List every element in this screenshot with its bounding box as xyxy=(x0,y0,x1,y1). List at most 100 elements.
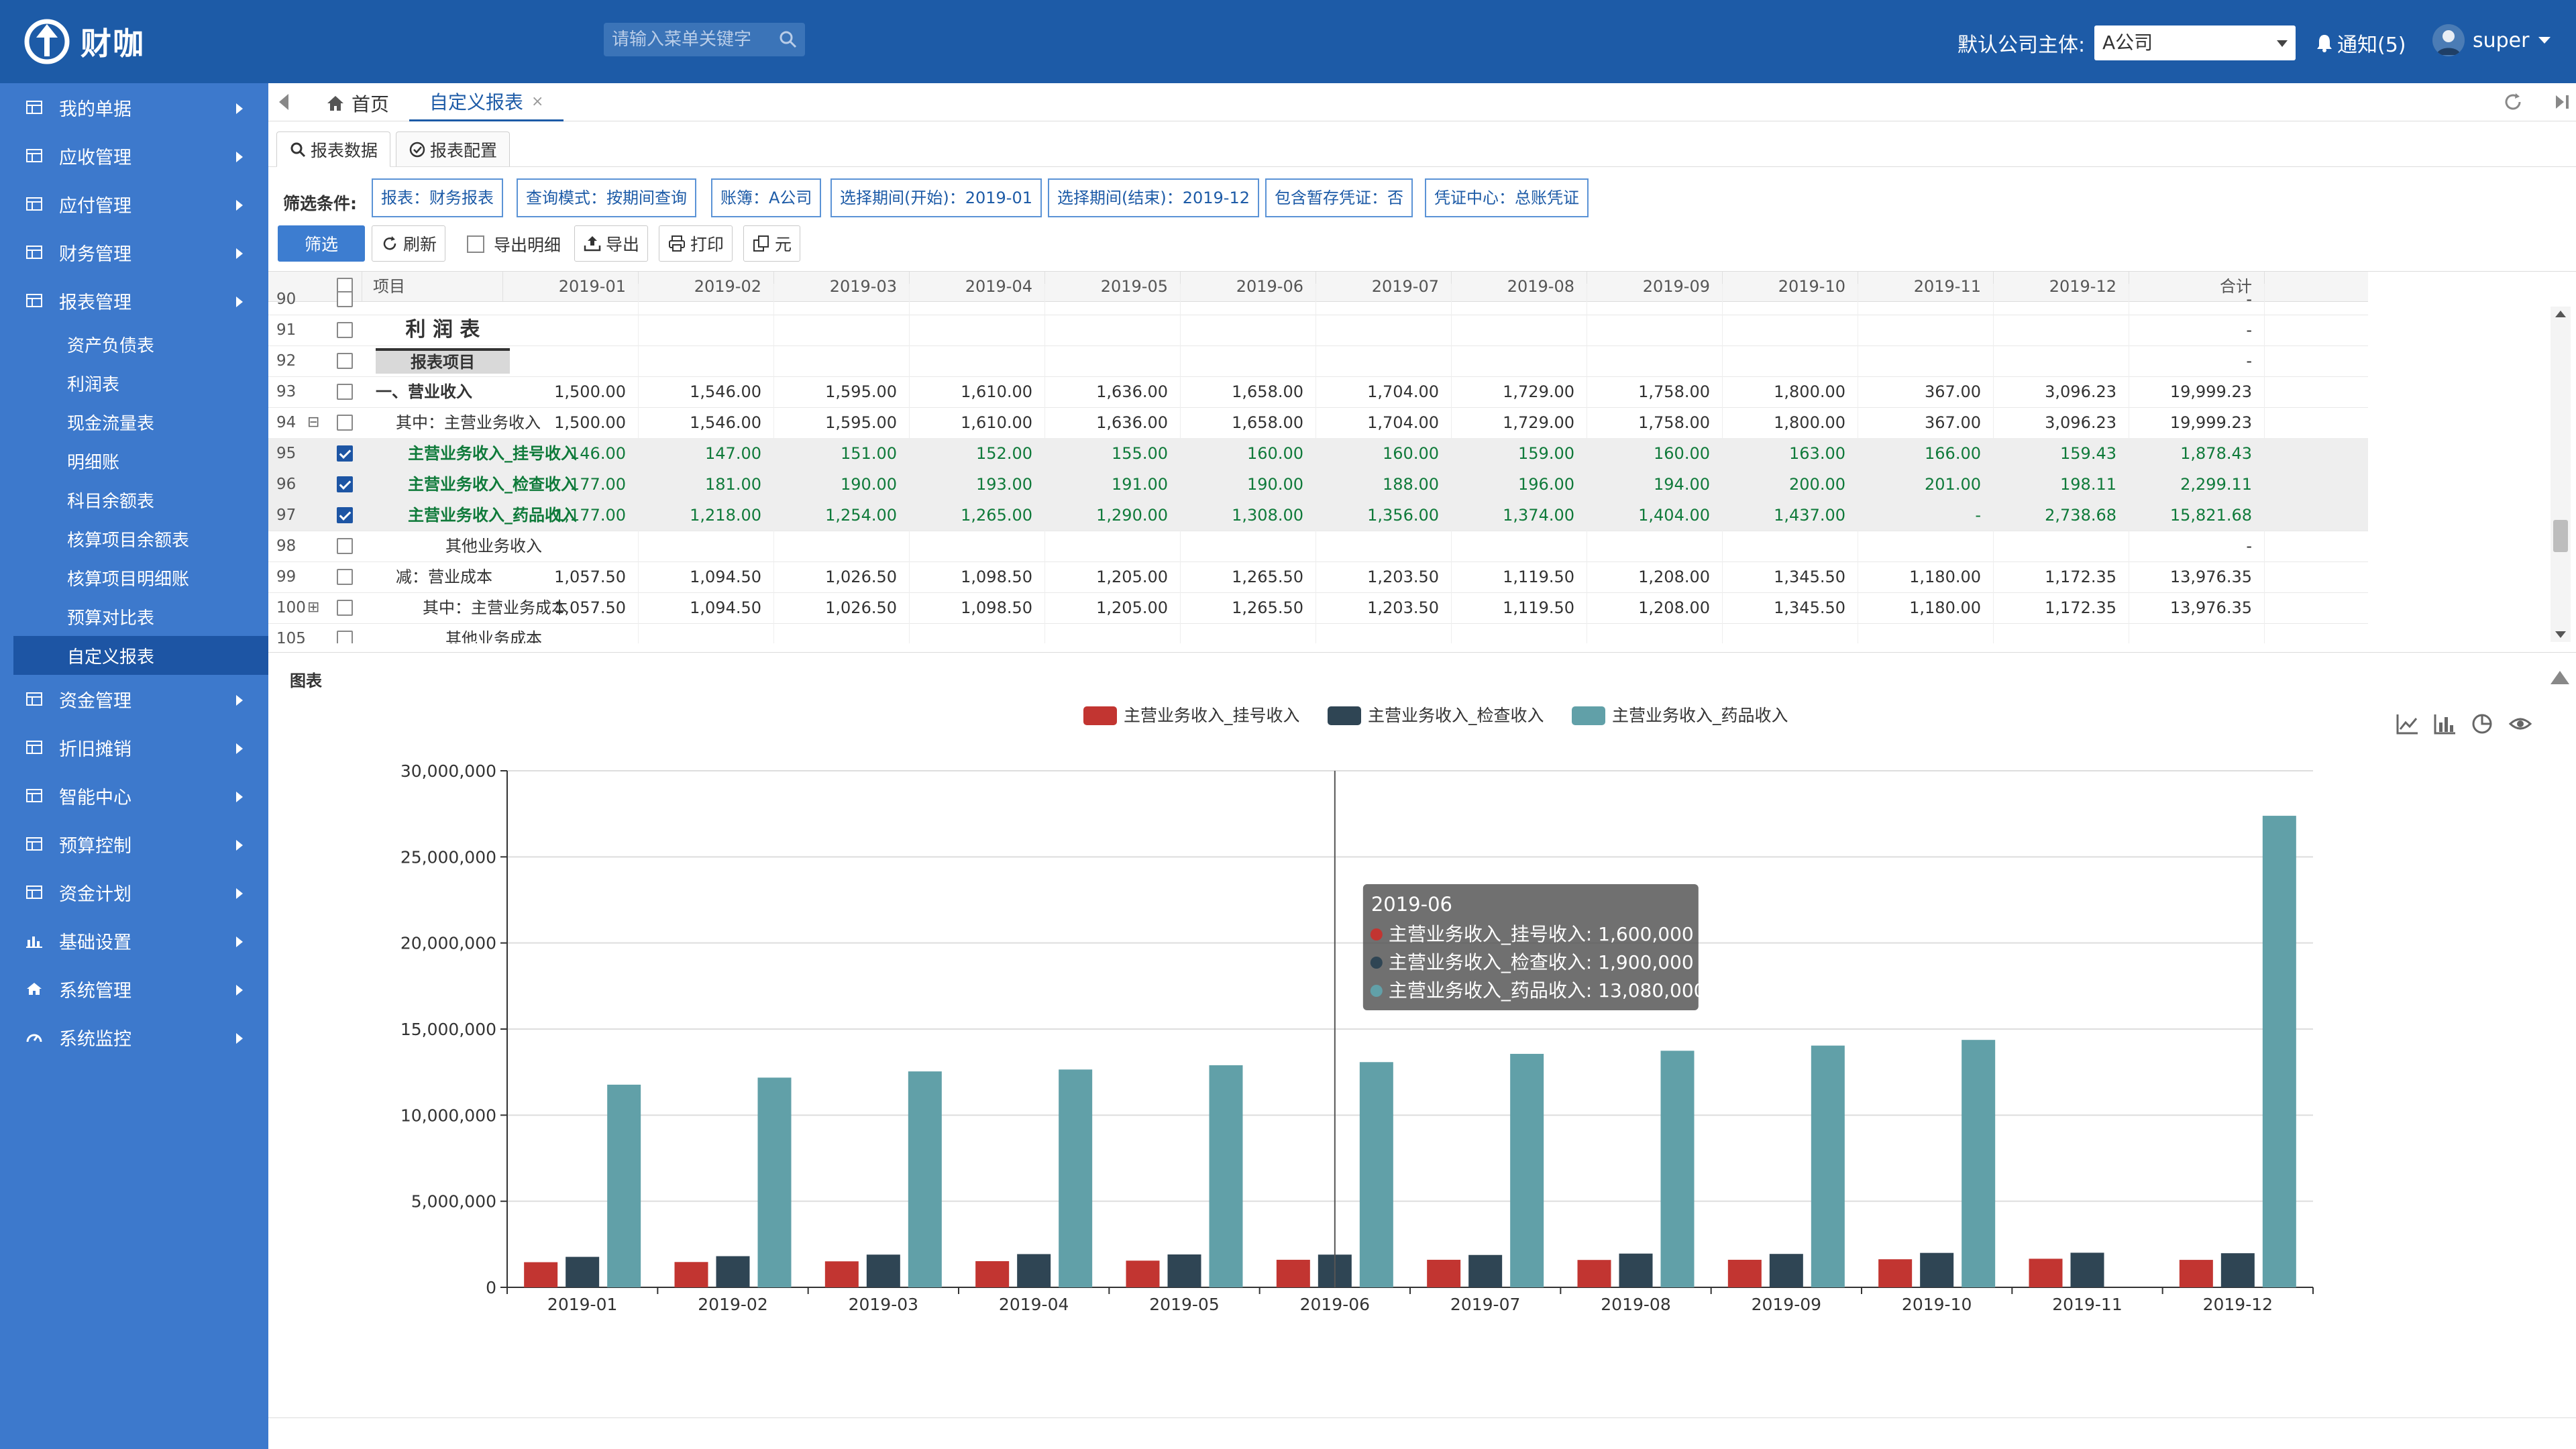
grid-scrollbar[interactable] xyxy=(2551,307,2571,642)
filter-chip-draft-vouchers[interactable]: 包含暂存凭证：否 xyxy=(1265,178,1413,217)
row-checkbox[interactable] xyxy=(337,507,353,523)
row-checkbox[interactable] xyxy=(337,569,353,585)
table-row[interactable]: 96 主营业务收入_检查收入 177.00 181.00 190.00 193.00 191… xyxy=(268,469,2368,500)
row-checkbox[interactable] xyxy=(337,322,353,338)
row-checkbox[interactable] xyxy=(337,353,353,369)
grid-header-period[interactable]: 2019-03 xyxy=(774,272,910,301)
table-row[interactable]: 97 主营业务收入_药品收入 1,177.00 1,218.00 1,254.00 1,2… xyxy=(268,500,2368,531)
table-cell xyxy=(1316,531,1452,561)
row-checkbox[interactable] xyxy=(337,445,353,462)
bar-chart: 0 5,000,000 10,000,000 15,000,000 20,000,000… xyxy=(400,706,2532,1314)
sidebar-item-smart-center[interactable]: 智能中心 xyxy=(0,771,268,820)
scroll-down-icon[interactable] xyxy=(2555,631,2566,638)
table-row[interactable]: 94 ⊟ 其中：主营业务收入 1,500.00 1,546.00 1,595.00 1,61… xyxy=(268,407,2368,439)
sidebar-item-budget-control[interactable]: 预算控制 xyxy=(0,820,268,868)
table-cell: 163.00 xyxy=(1723,438,1858,469)
sidebar-item-funds[interactable]: 资金管理 xyxy=(0,675,268,723)
table-cell: 2,738.68 xyxy=(1994,500,2129,531)
sidebar-item-basic-settings[interactable]: 基础设置 xyxy=(0,916,268,965)
sidebar-item-system-monitor[interactable]: 系统监控 xyxy=(0,1013,268,1061)
sidebar-sub-account-balance[interactable]: 科目余额表 xyxy=(67,491,155,512)
sidebar-sub-aux-balance[interactable]: 核算项目余额表 xyxy=(67,530,190,551)
tab-custom-report[interactable]: 自定义报表 × xyxy=(409,83,564,121)
filter-chip-report[interactable]: 报表：财务报表 xyxy=(372,178,503,217)
table-row[interactable]: 105 其他业务成本 xyxy=(268,623,2368,643)
table-row[interactable]: 92 报表项目 - xyxy=(268,345,2368,377)
row-checkbox[interactable] xyxy=(337,415,353,431)
sidebar-sub-budget-compare[interactable]: 预算对比表 xyxy=(67,608,155,629)
grid-header-period[interactable]: 2019-08 xyxy=(1452,272,1587,301)
scroll-thumb[interactable] xyxy=(2553,520,2568,552)
sidebar-item-system-admin[interactable]: 系统管理 xyxy=(0,965,268,1013)
tab-scroll-left-icon[interactable] xyxy=(279,94,288,110)
sidebar-sub-income-statement[interactable]: 利润表 xyxy=(67,374,120,395)
expand-row-icon[interactable]: ⊞ xyxy=(307,599,320,616)
unit-button[interactable]: 元 xyxy=(743,225,801,262)
filter-chip-query-mode[interactable]: 查询模式：按期间查询 xyxy=(517,178,696,217)
table-row[interactable]: 100 ⊞ 其中：主营业务成本 1,057.50 1,094.50 1,026.50 1,0… xyxy=(268,592,2368,624)
table-row[interactable]: 98 其他业务收入 - xyxy=(268,531,2368,562)
collapse-row-icon[interactable]: ⊟ xyxy=(307,414,320,431)
user-menu[interactable]: super xyxy=(2432,24,2551,56)
filter-chip-voucher-center[interactable]: 凭证中心：总账凭证 xyxy=(1425,178,1589,217)
row-checkbox[interactable] xyxy=(337,600,353,616)
grid-header-period[interactable]: 2019-02 xyxy=(639,272,774,301)
sidebar-sub-ledger-detail[interactable]: 明细账 xyxy=(67,452,120,473)
table-cell: 1,500.00 xyxy=(503,407,639,438)
close-icon[interactable]: × xyxy=(531,93,544,110)
row-checkbox[interactable] xyxy=(337,538,353,554)
export-detail-checkbox[interactable]: 导出明细 xyxy=(467,232,561,256)
sidebar-sub-balance-sheet[interactable]: 资产负债表 xyxy=(67,335,155,356)
sidebar-sub-cash-flow[interactable]: 现金流量表 xyxy=(67,413,155,434)
row-item-name: 其中：主营业务收入 xyxy=(396,413,541,432)
row-checkbox[interactable] xyxy=(337,476,353,492)
sidebar-item-payables[interactable]: 应付管理 xyxy=(0,180,268,228)
sidebar-item-receivables[interactable]: 应收管理 xyxy=(0,131,268,180)
company-select[interactable]: A公司 xyxy=(2094,25,2296,60)
sidebar-item-fund-plan[interactable]: 资金计划 xyxy=(0,868,268,916)
tab-home[interactable]: 首页 xyxy=(326,90,389,117)
collapse-icon[interactable] xyxy=(2549,669,2571,686)
table-row[interactable]: 99 减：营业成本 1,057.50 1,094.50 1,026.50 1,098.50… xyxy=(268,561,2368,593)
sidebar-sub-custom-report[interactable]: 自定义报表 xyxy=(13,636,268,675)
table-row[interactable]: 90 - xyxy=(268,284,2368,315)
grid-header-period[interactable]: 合计 xyxy=(2129,272,2265,301)
scroll-up-icon[interactable] xyxy=(2555,311,2566,317)
sidebar-sub-aux-detail[interactable]: 核算项目明细账 xyxy=(67,569,190,590)
row-checkbox[interactable] xyxy=(337,384,353,400)
print-button[interactable]: 打印 xyxy=(659,225,733,262)
menu-search-input[interactable] xyxy=(604,29,774,50)
table-row[interactable]: 91 利 润 表 - xyxy=(268,315,2368,346)
row-checkbox[interactable] xyxy=(337,631,353,643)
app-logo[interactable]: 财咖 xyxy=(23,15,145,68)
line-chart-icon[interactable] xyxy=(2396,714,2418,735)
eye-icon[interactable] xyxy=(2508,718,2532,730)
menu-search[interactable] xyxy=(604,23,805,56)
grid-header-period[interactable]: 2019-10 xyxy=(1723,272,1858,301)
notification-button[interactable]: 通知(5) xyxy=(2316,28,2406,58)
refresh-icon[interactable] xyxy=(2501,90,2525,114)
table-row[interactable]: 93 一、营业收入 1,500.00 1,546.00 1,595.00 1,610.00… xyxy=(268,376,2368,408)
table-row[interactable]: 95 主营业务收入_挂号收入 146.00 147.00 151.00 152.00 155… xyxy=(268,438,2368,470)
grid-header-item[interactable]: 项目 xyxy=(362,272,503,301)
search-icon[interactable] xyxy=(778,30,798,50)
bar-chart-icon[interactable] xyxy=(2434,714,2455,735)
grid-header-period[interactable]: 2019-11 xyxy=(1858,272,1994,301)
refresh-button[interactable]: 刷新 xyxy=(372,225,446,262)
sidebar-item-my-documents[interactable]: 我的单据 xyxy=(0,83,268,131)
filter-chip-ledger[interactable]: 账簿：A公司 xyxy=(711,178,822,217)
export-button[interactable]: 导出 xyxy=(574,225,649,262)
pie-chart-icon[interactable] xyxy=(2472,714,2492,734)
row-checkbox[interactable] xyxy=(337,291,353,307)
filter-button[interactable]: 筛选 xyxy=(278,225,365,262)
grid-header-period[interactable]: 2019-12 xyxy=(1994,272,2129,301)
sidebar-item-depreciation[interactable]: 折旧摊销 xyxy=(0,723,268,771)
filter-chip-period-end[interactable]: 选择期间(结束)：2019-12 xyxy=(1048,178,1260,217)
sidebar-item-reports[interactable]: 报表管理 xyxy=(0,276,268,325)
filter-chip-period-start[interactable]: 选择期间(开始)：2019-01 xyxy=(830,178,1042,217)
sidebar-item-finance[interactable]: 财务管理 xyxy=(0,228,268,276)
tab-report-data[interactable]: 报表数据 xyxy=(276,131,391,167)
tab-scroll-right-icon[interactable] xyxy=(2552,93,2572,111)
tab-report-config[interactable]: 报表配置 xyxy=(396,131,511,166)
grid-header-period[interactable]: 2019-05 xyxy=(1045,272,1181,301)
